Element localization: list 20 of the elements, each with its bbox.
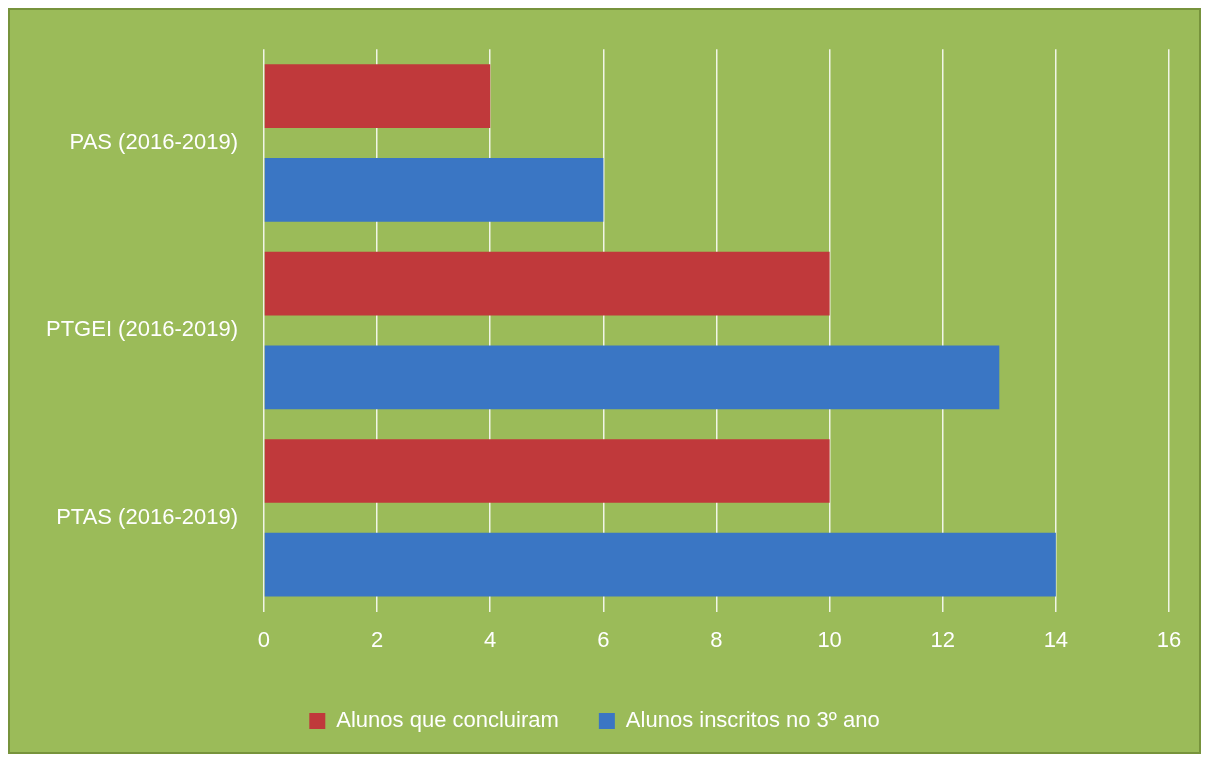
bar bbox=[264, 64, 491, 128]
y-tick-label: PTGEI (2016-2019) bbox=[46, 316, 238, 342]
bar bbox=[264, 439, 830, 503]
x-tick-label: 16 bbox=[1156, 626, 1182, 652]
bar bbox=[264, 251, 830, 316]
bar bbox=[264, 157, 604, 222]
x-tick-label: 8 bbox=[710, 626, 723, 652]
x-tick-label: 10 bbox=[817, 626, 842, 652]
bar bbox=[264, 532, 1056, 597]
legend-label: Alunos que concluiram bbox=[336, 707, 559, 733]
legend-label: Alunos inscritos no 3º ano bbox=[625, 707, 880, 733]
x-tick-label: 4 bbox=[484, 626, 497, 652]
x-tick-label: 14 bbox=[1043, 626, 1069, 652]
y-tick-label: PTAS (2016-2019) bbox=[56, 503, 238, 529]
x-tick-label: 12 bbox=[930, 626, 955, 652]
y-tick-label: PAS (2016-2019) bbox=[69, 129, 238, 154]
x-tick-label: 0 bbox=[257, 626, 271, 652]
bar bbox=[264, 345, 1000, 410]
x-tick-label: 6 bbox=[597, 626, 610, 652]
x-tick-label: 2 bbox=[370, 626, 384, 652]
